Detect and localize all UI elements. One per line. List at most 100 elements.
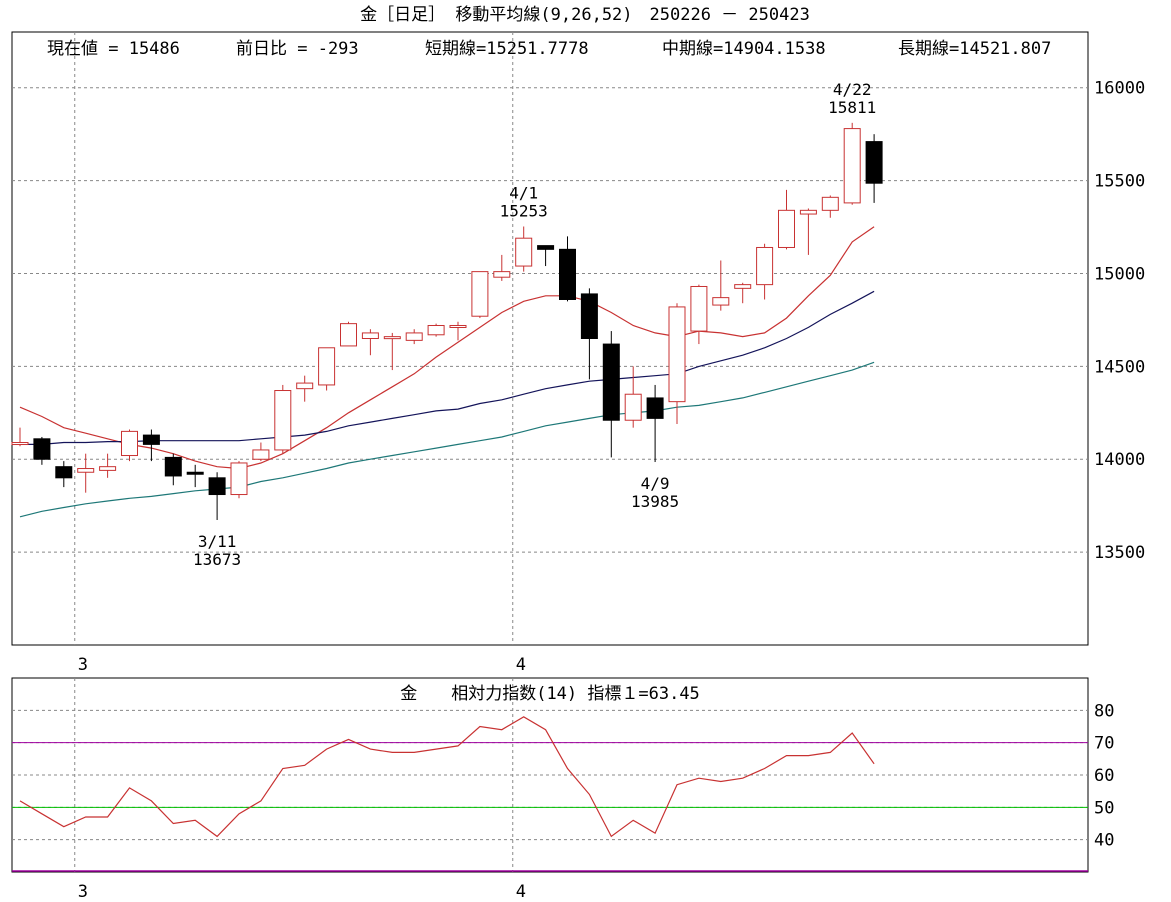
candle-body	[778, 209, 795, 248]
moving-average-lines	[19, 226, 875, 518]
candle-down	[646, 384, 664, 463]
candle-body	[318, 347, 336, 386]
price-tick-label: 14000	[1094, 450, 1145, 470]
candle-up	[778, 189, 795, 250]
rsi-month-label: 4	[516, 882, 526, 902]
candle-down	[55, 461, 73, 488]
candle-up	[99, 453, 117, 478]
candle-body	[602, 343, 620, 421]
rsi-title: 金 相対力指数(14) 指標１=63.45	[400, 684, 700, 704]
price-month-label: 3	[78, 655, 88, 675]
candle-up	[712, 260, 730, 311]
annotation-date: 4/1	[509, 183, 538, 202]
candle-body	[690, 285, 708, 332]
candle-up	[624, 366, 642, 428]
candle-up	[515, 226, 533, 272]
rsi-line	[19, 716, 875, 838]
candle-up	[471, 271, 489, 319]
candle-body	[164, 456, 182, 477]
rsi-axis-ticks: 40 50 60 70 80	[1094, 701, 1114, 850]
candle-body	[405, 332, 423, 341]
candle-down	[164, 453, 182, 486]
price-panel-frame	[11, 31, 1089, 646]
candle-body	[296, 382, 314, 390]
candle-up	[318, 347, 336, 391]
candle-down	[580, 288, 598, 380]
candle-down	[559, 236, 576, 302]
candle-body	[843, 128, 861, 204]
rsi-tick-label: 70	[1094, 734, 1114, 754]
price-tick-label: 15000	[1094, 264, 1145, 284]
mid-ma-line	[20, 290, 875, 445]
candle-up	[734, 282, 752, 304]
candle-up	[361, 329, 379, 356]
candle-down	[537, 245, 555, 267]
rsi-month-label: 3	[78, 882, 88, 902]
annotation-value: 13673	[193, 550, 241, 569]
candle-body	[121, 430, 138, 457]
rsi-tick-label: 80	[1094, 701, 1114, 721]
candle-up	[296, 375, 314, 402]
candle-up	[383, 332, 401, 371]
candle-up	[121, 429, 138, 462]
candle-body	[361, 332, 379, 340]
candle-up	[493, 254, 511, 281]
candle-down	[602, 331, 620, 458]
candle-up	[821, 195, 839, 218]
candle-up	[274, 384, 292, 454]
candle-down	[208, 472, 226, 520]
price-axis-ticks: 13500 14000 14500 15000 15500 16000	[1094, 79, 1145, 563]
annotation-value: 15811	[828, 98, 876, 117]
candle-up	[690, 284, 708, 345]
candle-body	[449, 324, 467, 328]
candle-up	[668, 303, 686, 424]
candle-body	[580, 293, 598, 339]
rsi-tick-label: 40	[1094, 831, 1114, 851]
candle-body	[383, 336, 401, 340]
candle-body	[559, 248, 576, 300]
candle-body	[11, 442, 29, 446]
annotation-date: 3/11	[198, 532, 237, 551]
price-tick-label: 14500	[1094, 357, 1145, 377]
price-tick-label: 15500	[1094, 172, 1145, 192]
candle-up	[799, 208, 817, 255]
rsi-line-group	[19, 716, 875, 838]
short-ma-line	[19, 226, 875, 470]
candle-body	[274, 390, 292, 451]
price-tick-label: 16000	[1094, 79, 1145, 99]
candle-body	[821, 196, 839, 211]
rsi-grid	[12, 678, 1088, 872]
candlesticks	[11, 122, 883, 520]
change-label: 前日比 = -293	[236, 39, 359, 59]
candle-up	[230, 461, 248, 499]
candle-body	[756, 246, 774, 286]
candle-body	[471, 271, 489, 317]
candle-body	[33, 438, 51, 460]
candle-body	[515, 237, 533, 267]
chart-title: 金［日足］ 移動平均線(9,26,52) 250226 － 250423	[360, 5, 810, 25]
annotation-value: 15253	[500, 201, 548, 220]
candle-body	[668, 306, 686, 403]
annotation-date: 4/22	[833, 80, 872, 99]
rsi-reference-lines	[12, 742, 1088, 872]
rsi-tick-label: 60	[1094, 766, 1114, 786]
candle-body	[230, 462, 248, 496]
candle-body	[77, 468, 95, 473]
candle-body	[99, 466, 117, 471]
long-ma-label: 長期線=14521.807	[898, 39, 1051, 59]
candle-body	[186, 471, 204, 475]
candle-body	[208, 477, 226, 496]
current-value-label: 現在値 = 15486	[47, 39, 180, 59]
mid-ma-label: 中期線=14904.1538	[662, 39, 826, 59]
candle-up	[843, 122, 861, 205]
candle-body	[799, 209, 817, 215]
candle-up	[11, 427, 29, 447]
candle-body	[427, 324, 445, 336]
long-ma-line	[19, 361, 875, 518]
candle-body	[142, 434, 160, 445]
candle-body	[55, 466, 73, 479]
candle-body	[646, 397, 664, 419]
